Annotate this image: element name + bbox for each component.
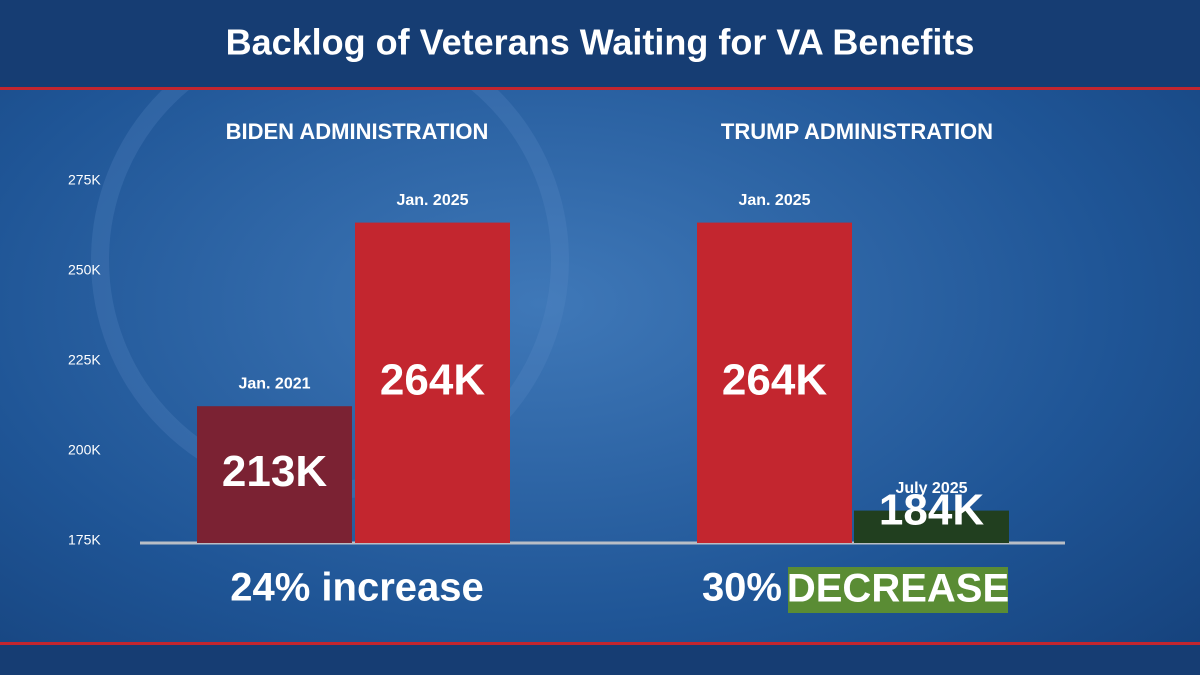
group-title: BIDEN ADMINISTRATION bbox=[226, 119, 489, 144]
footer-band bbox=[0, 645, 1200, 675]
y-tick-label: 175K bbox=[68, 532, 101, 548]
header-band bbox=[0, 0, 1200, 87]
bar bbox=[197, 406, 352, 543]
highlight-box bbox=[788, 567, 1008, 613]
category-label: July 2025 bbox=[895, 480, 967, 497]
annotation: 30% bbox=[702, 566, 782, 610]
category-label: Jan. 2025 bbox=[396, 192, 468, 209]
bar bbox=[697, 222, 852, 543]
y-tick-label: 250K bbox=[68, 262, 101, 278]
bar bbox=[854, 510, 1009, 543]
category-label: Jan. 2021 bbox=[238, 375, 310, 392]
value-label: 213K bbox=[222, 447, 327, 496]
value-label: 184K bbox=[879, 486, 984, 535]
group-title: TRUMP ADMINISTRATION bbox=[721, 119, 993, 144]
bar bbox=[355, 222, 510, 543]
annotation: 24% increase bbox=[230, 566, 484, 610]
category-label: Jan. 2025 bbox=[738, 192, 810, 209]
value-label: 264K bbox=[722, 355, 827, 404]
header-rule bbox=[0, 87, 1200, 90]
y-tick-label: 275K bbox=[68, 172, 101, 188]
annotation-highlight: DECREASE bbox=[787, 567, 1009, 611]
chart-title: Backlog of Veterans Waiting for VA Benef… bbox=[226, 22, 975, 63]
y-tick-label: 200K bbox=[68, 442, 101, 458]
value-label: 264K bbox=[380, 355, 485, 404]
y-tick-label: 225K bbox=[68, 352, 101, 368]
footer-rule bbox=[0, 642, 1200, 645]
